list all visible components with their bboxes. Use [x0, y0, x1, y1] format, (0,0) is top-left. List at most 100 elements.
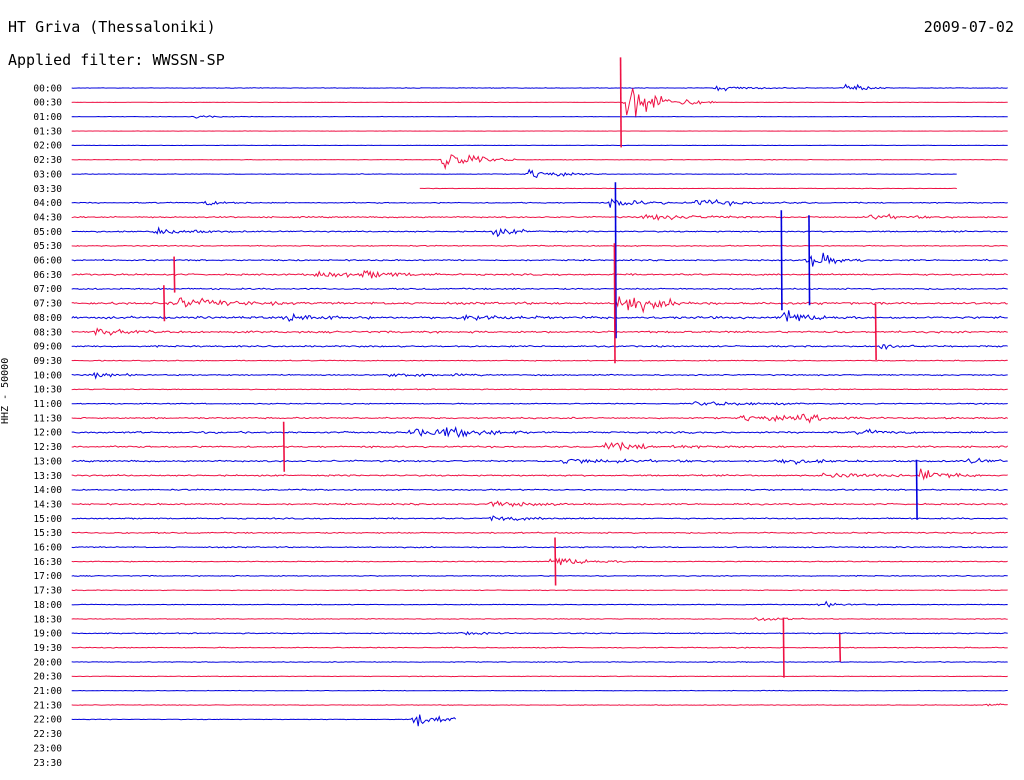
time-tick-label: 04:30 [33, 212, 62, 223]
trace-row-31 [71, 531, 1008, 535]
time-tick-label: 01:30 [33, 126, 62, 137]
trace-row-43 [71, 703, 1008, 707]
trace-row-19 [71, 359, 1008, 362]
time-tick-label: 23:30 [33, 758, 62, 769]
trace-row-44 [71, 714, 457, 727]
time-tick-label: 18:30 [33, 614, 62, 625]
trace-spike-12 [163, 285, 166, 322]
trace-spike-4 [613, 243, 616, 364]
trace-spike-1 [614, 182, 617, 339]
time-tick-label: 11:30 [33, 413, 62, 424]
time-tick-label: 17:00 [33, 571, 62, 582]
time-tick-label: 16:30 [33, 557, 62, 568]
trace-row-0 [71, 83, 1008, 92]
trace-row-20 [71, 371, 1008, 380]
trace-row-36 [71, 600, 1008, 608]
trace-spike-3 [780, 210, 783, 311]
trace-row-12 [71, 252, 1008, 267]
trace-row-1 [71, 88, 1008, 117]
time-tick-label: 02:00 [33, 141, 62, 152]
time-tick-label: 23:00 [33, 743, 62, 754]
time-tick-label: 01:00 [33, 112, 62, 123]
time-tick-label: 16:00 [33, 543, 62, 554]
trace-row-37 [71, 617, 1008, 622]
trace-spike-6 [915, 459, 918, 520]
trace-spike-2 [808, 215, 811, 306]
trace-row-7 [419, 187, 957, 190]
trace-row-34 [71, 574, 1008, 578]
time-tick-label: 21:30 [33, 700, 62, 711]
trace-row-32 [71, 545, 1008, 549]
time-tick-label: 07:30 [33, 299, 62, 310]
trace-row-42 [71, 689, 1008, 692]
trace-row-14 [71, 287, 1008, 291]
time-tick-label: 00:30 [33, 98, 62, 109]
time-tick-label: 15:00 [33, 514, 62, 525]
time-tick-label: 04:00 [33, 198, 62, 209]
trace-row-11 [71, 244, 1008, 247]
time-tick-label: 08:00 [33, 313, 62, 324]
time-tick-label: 09:30 [33, 356, 62, 367]
trace-row-18 [71, 344, 1008, 351]
time-tick-label: 15:30 [33, 528, 62, 539]
trace-spike-10 [838, 633, 842, 662]
time-tick-label: 03:00 [33, 169, 62, 180]
trace-row-13 [71, 269, 1008, 279]
time-tick-label: 05:00 [33, 227, 62, 238]
trace-row-17 [71, 327, 1008, 337]
time-tick-label: 12:00 [33, 428, 62, 439]
trace-spike-8 [554, 537, 557, 586]
trace-spike-7 [282, 421, 286, 472]
trace-spike-9 [782, 617, 785, 678]
time-tick-label: 03:30 [33, 184, 62, 195]
trace-row-40 [71, 660, 1008, 663]
trace-row-25 [71, 441, 1009, 452]
time-tick-label: 17:30 [33, 586, 62, 597]
time-tick-label: 05:30 [33, 241, 62, 252]
trace-row-39 [71, 646, 1008, 649]
time-tick-label: 00:00 [33, 83, 62, 94]
trace-row-9 [71, 213, 1008, 221]
time-tick-label: 13:30 [33, 471, 62, 482]
trace-row-8 [71, 198, 1008, 208]
time-tick-label: 13:00 [33, 456, 62, 467]
time-tick-label: 10:00 [33, 370, 62, 381]
station-title: HT Griva (Thessaloniki) [8, 18, 216, 36]
time-tick-label: 18:00 [33, 600, 62, 611]
time-tick-label: 19:00 [33, 629, 62, 640]
time-tick-label: 21:00 [33, 686, 62, 697]
time-tick-label: 06:00 [33, 256, 62, 267]
trace-row-23 [71, 413, 1008, 424]
trace-row-26 [71, 457, 1008, 466]
trace-spike-0 [619, 57, 622, 148]
trace-row-5 [71, 154, 1008, 171]
trace-row-6 [71, 168, 957, 179]
trace-row-35 [71, 589, 1008, 592]
trace-row-33 [71, 557, 1008, 566]
trace-row-22 [71, 401, 1008, 406]
time-tick-label: 20:00 [33, 657, 62, 668]
time-tick-label: 06:30 [33, 270, 62, 281]
time-tick-label: 09:00 [33, 342, 62, 353]
trace-row-24 [71, 425, 1008, 439]
trace-row-30 [71, 515, 1008, 522]
trace-row-16 [71, 310, 1008, 323]
time-tick-label: 22:30 [33, 729, 62, 740]
time-tick-label: 07:00 [33, 284, 62, 295]
time-tick-label: 19:30 [33, 643, 62, 654]
record-date: 2009-07-02 [923, 18, 1014, 36]
time-tick-label: 20:30 [33, 672, 62, 683]
time-tick-label: 02:30 [33, 155, 62, 166]
time-tick-label: 10:30 [33, 385, 62, 396]
trace-row-2 [71, 115, 1008, 119]
time-tick-label: 14:00 [33, 485, 62, 496]
trace-row-38 [71, 631, 1008, 636]
filter-label: Applied filter: WWSSN-SP [8, 51, 225, 69]
trace-row-10 [71, 226, 1008, 238]
time-tick-label: 14:30 [33, 499, 62, 510]
trace-spike-11 [173, 256, 176, 293]
time-tick-label: 22:00 [33, 715, 62, 726]
trace-spike-5 [874, 303, 877, 360]
time-tick-label: 08:30 [33, 327, 62, 338]
